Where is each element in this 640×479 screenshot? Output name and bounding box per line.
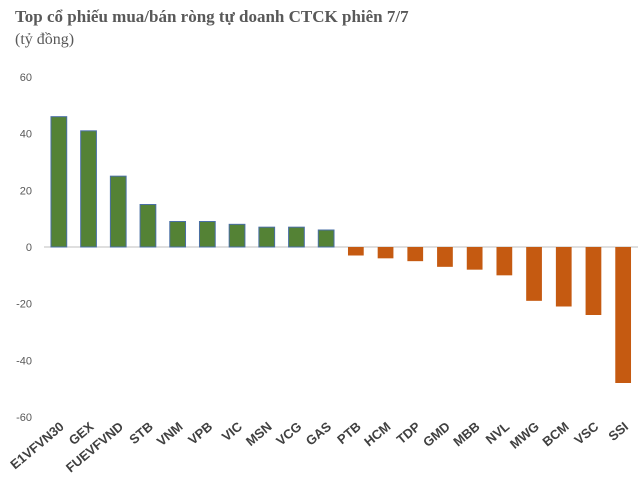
bar-ssi — [615, 247, 632, 383]
y-tick-label: -60 — [16, 412, 32, 424]
bar-ptb — [347, 247, 364, 256]
x-tick-label: BCM — [539, 419, 571, 450]
bar-e1vfvn30 — [50, 116, 68, 248]
x-tick-label: MWG — [507, 419, 542, 452]
bar-stb — [139, 204, 157, 248]
x-tick-label: HCM — [361, 419, 393, 450]
bar-bcm — [555, 247, 572, 307]
x-tick-label: VSC — [571, 418, 602, 447]
x-tick-label: MBB — [450, 419, 482, 450]
bar-gex — [80, 130, 97, 248]
y-axis-labels: 60 40 20 0 -20 -40 -60 — [16, 72, 32, 424]
x-tick-label: GAS — [303, 419, 334, 449]
bars — [50, 116, 632, 383]
chart-title: Top cổ phiếu mua/bán ròng tự doanh CTCK … — [15, 7, 409, 26]
x-tick-label: VNM — [154, 419, 186, 449]
x-tick-label: STB — [126, 419, 156, 447]
x-tick-label: E1VFVN30 — [7, 419, 66, 472]
y-tick-label: -20 — [16, 299, 32, 311]
bar-msn — [258, 226, 276, 248]
y-tick-label: -40 — [16, 355, 32, 367]
bar-tdp — [407, 247, 424, 262]
x-tick-label: VCG — [273, 419, 304, 449]
y-tick-label: 40 — [20, 129, 32, 141]
chart-subtitle: (tỷ đồng) — [15, 31, 75, 48]
x-tick-label: VIC — [219, 418, 246, 444]
bar-mwg — [526, 247, 542, 301]
bar-vnm — [169, 221, 187, 248]
x-tick-label: GMD — [420, 419, 453, 450]
bar-vcg — [288, 226, 305, 248]
x-tick-label: TDP — [394, 419, 424, 447]
bar-gmd — [437, 247, 453, 267]
bar-hcm — [377, 247, 394, 259]
bar-fuevfvnd — [109, 175, 127, 248]
bar-gas — [317, 229, 335, 248]
y-tick-label: 0 — [26, 242, 32, 254]
bar-nvl — [496, 247, 513, 276]
y-tick-label: 60 — [20, 72, 32, 84]
x-tick-label: VPB — [185, 419, 215, 448]
x-tick-label: MSN — [243, 419, 275, 449]
bar-vic — [228, 223, 246, 248]
y-tick-label: 20 — [20, 185, 32, 197]
x-tick-label: SSI — [605, 419, 631, 444]
bar-vpb — [198, 221, 216, 248]
x-tick-label: PTB — [334, 419, 364, 447]
bar-vsc — [585, 247, 602, 315]
x-tick-label: FUEVFVND — [63, 419, 126, 476]
bar-mbb — [466, 247, 483, 270]
